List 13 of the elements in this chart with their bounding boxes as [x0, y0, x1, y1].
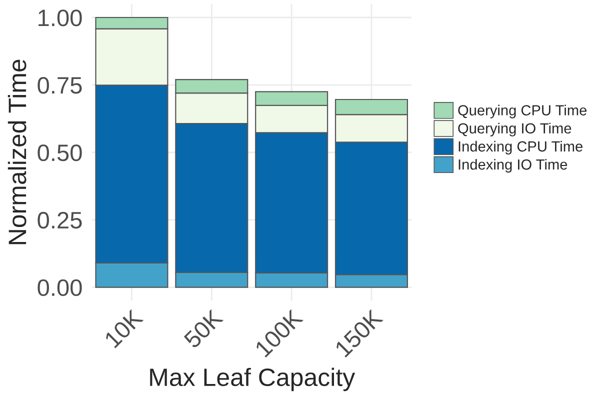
x-tick-label: 10K: [104, 308, 144, 348]
y-tick-label: 0.25: [38, 212, 82, 229]
legend-label: Querying IO Time: [458, 122, 572, 136]
y-tick-label: 1.00: [38, 10, 82, 26]
y-axis-title: Normalized Time: [8, 60, 26, 244]
legend-label: Indexing CPU Time: [458, 140, 582, 154]
y-tick-label: 0.00: [38, 279, 82, 296]
legend-label: Querying CPU Time: [458, 104, 587, 118]
legend-label: Indexing IO Time: [458, 158, 568, 173]
y-tick-label: 0.50: [38, 144, 82, 162]
x-tick-label: 50K: [183, 308, 224, 349]
x-axis-title: Max Leaf Capacity: [150, 368, 356, 392]
y-tick-label: 0.75: [38, 77, 82, 94]
